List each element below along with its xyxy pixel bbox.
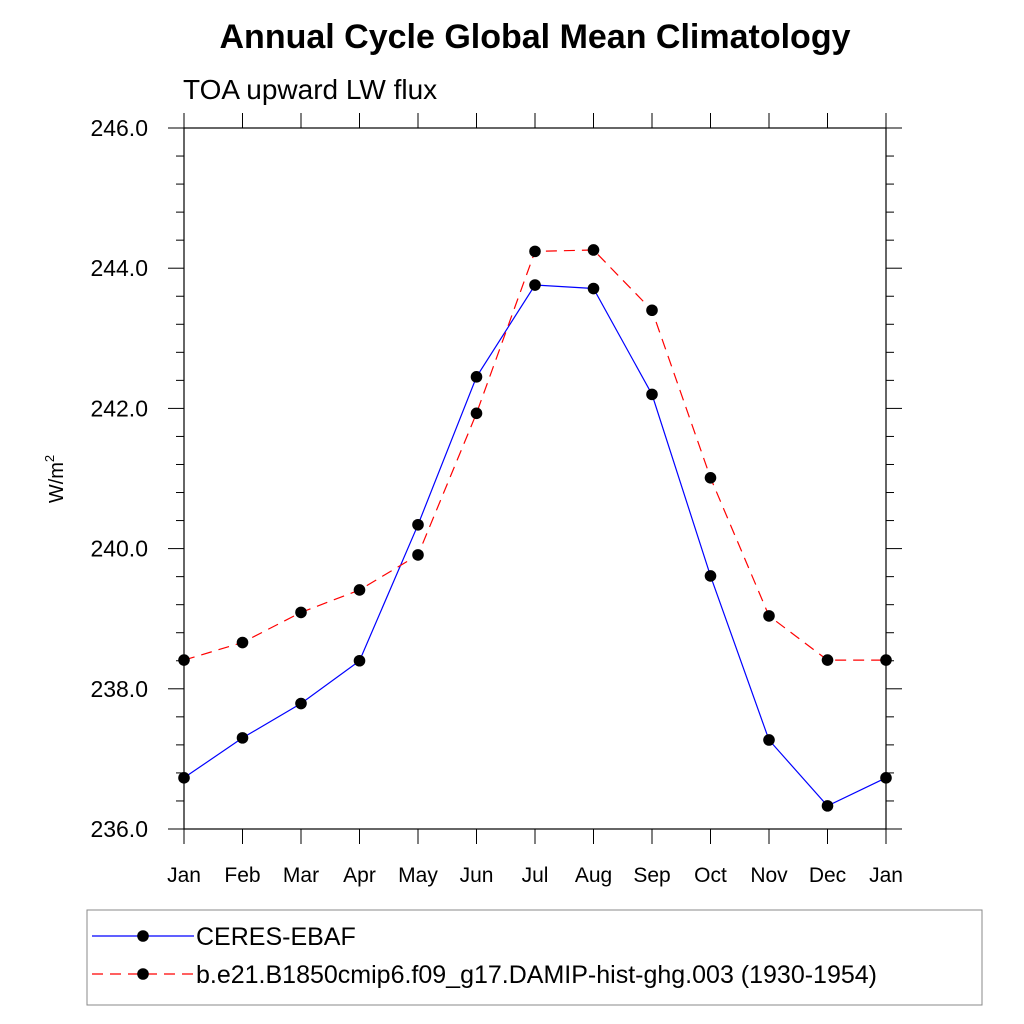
data-point	[353, 584, 366, 596]
data-point	[412, 518, 424, 531]
legend-marker	[137, 968, 149, 980]
x-tick-label: Sep	[633, 864, 670, 887]
data-point	[821, 800, 834, 812]
x-tick-label: Apr	[343, 864, 376, 887]
data-point	[763, 734, 775, 746]
x-tick-label: Nov	[750, 864, 788, 887]
data-point	[178, 772, 190, 784]
data-point	[763, 610, 775, 622]
y-tick-label: 244.0	[90, 255, 148, 281]
data-point	[295, 697, 307, 710]
chart-subtitle: TOA upward LW flux	[183, 74, 437, 105]
x-tick-label: Jan	[167, 864, 201, 887]
y-axis-label-superscript: 2	[42, 455, 57, 462]
data-point	[529, 279, 541, 291]
data-point	[470, 371, 483, 383]
y-tick-label: 240.0	[90, 536, 148, 562]
data-point	[178, 654, 190, 666]
series-2	[178, 244, 892, 666]
legend-item: b.e21.B1850cmip6.f09_g17.DAMIP-hist-ghg.…	[92, 961, 877, 989]
plot-axes: 236.0 238.0 240.0 242.0 244.0 246.0 Jan Feb Mar A…	[90, 113, 903, 887]
y-tick-label: 236.0	[90, 816, 148, 842]
series-line	[183, 249, 886, 661]
x-tick-label: Jul	[522, 864, 549, 887]
data-point	[353, 654, 366, 667]
x-tick-label: Aug	[575, 864, 612, 887]
x-tick-label: Oct	[694, 864, 727, 887]
data-point	[412, 549, 424, 561]
legend-label: b.e21.B1850cmip6.f09_g17.DAMIP-hist-ghg.…	[196, 961, 877, 989]
plot-frame	[183, 127, 887, 830]
data-point	[236, 732, 249, 744]
series-1	[178, 279, 892, 812]
data-point	[295, 606, 307, 619]
y-tick-label: 242.0	[90, 395, 148, 421]
data-point	[704, 471, 717, 484]
data-point	[587, 282, 600, 295]
data-point	[646, 304, 658, 317]
x-tick-label: Jun	[460, 864, 494, 887]
series-layer	[178, 244, 892, 812]
data-point	[880, 772, 892, 784]
legend-marker	[137, 930, 149, 942]
data-point	[704, 570, 717, 582]
legend-item: CERES-EBAF	[92, 923, 356, 951]
series-line	[183, 284, 887, 807]
data-point	[646, 388, 658, 401]
legend-box	[86, 909, 983, 1006]
x-tick-label: Jan	[869, 864, 903, 887]
data-point	[821, 654, 834, 666]
x-tick-label: Feb	[224, 864, 260, 887]
y-tick-label: 238.0	[90, 676, 148, 702]
y-axis-label: W/m2	[42, 455, 68, 503]
x-tick-label: Dec	[809, 864, 846, 887]
data-point	[236, 636, 249, 649]
data-point	[587, 244, 600, 256]
chart-title: Annual Cycle Global Mean Climatology	[220, 18, 851, 56]
data-point	[470, 407, 483, 420]
data-point	[880, 654, 892, 666]
y-tick-label: 246.0	[90, 115, 148, 141]
legend: CERES-EBAF b.e21.B1850cmip6.f09_g17.DAMIP…	[86, 909, 983, 1006]
x-tick-label: May	[398, 864, 438, 887]
legend-label: CERES-EBAF	[196, 923, 356, 951]
y-axis-label-text: W/m	[46, 462, 68, 503]
x-tick-label: Mar	[283, 864, 319, 887]
data-point	[529, 245, 541, 258]
